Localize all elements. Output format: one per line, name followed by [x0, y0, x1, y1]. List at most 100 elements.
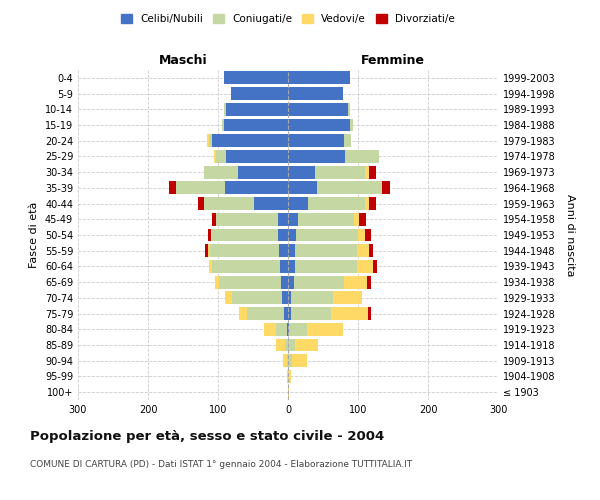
- Y-axis label: Anni di nascita: Anni di nascita: [565, 194, 575, 276]
- Bar: [368, 166, 376, 178]
- Bar: [210, 244, 279, 257]
- Bar: [209, 134, 212, 147]
- Bar: [287, 370, 288, 383]
- Bar: [276, 323, 287, 336]
- Bar: [247, 307, 284, 320]
- Bar: [226, 150, 288, 163]
- Bar: [169, 182, 176, 194]
- Bar: [344, 134, 351, 147]
- Bar: [347, 103, 350, 116]
- Bar: [307, 323, 343, 336]
- Bar: [288, 72, 350, 85]
- Bar: [224, 118, 288, 132]
- Bar: [209, 260, 212, 273]
- Bar: [239, 307, 247, 320]
- Bar: [232, 292, 283, 304]
- Text: Popolazione per età, sesso e stato civile - 2004: Popolazione per età, sesso e stato civil…: [30, 430, 384, 443]
- Bar: [288, 182, 317, 194]
- Bar: [288, 134, 344, 147]
- Bar: [373, 260, 377, 273]
- Bar: [368, 307, 371, 320]
- Bar: [220, 276, 281, 288]
- Bar: [382, 182, 390, 194]
- Bar: [283, 292, 288, 304]
- Bar: [288, 213, 298, 226]
- Bar: [207, 134, 209, 147]
- Bar: [288, 354, 292, 367]
- Bar: [295, 244, 356, 257]
- Bar: [205, 244, 208, 257]
- Bar: [288, 87, 343, 100]
- Bar: [288, 244, 295, 257]
- Bar: [346, 150, 379, 163]
- Bar: [216, 150, 226, 163]
- Bar: [204, 166, 238, 178]
- Bar: [212, 260, 280, 273]
- Bar: [314, 166, 365, 178]
- Bar: [215, 150, 216, 163]
- Bar: [211, 228, 212, 241]
- Bar: [291, 292, 333, 304]
- Bar: [289, 323, 307, 336]
- Bar: [238, 166, 288, 178]
- Bar: [288, 103, 347, 116]
- Bar: [225, 182, 288, 194]
- Bar: [230, 87, 288, 100]
- Bar: [277, 213, 288, 226]
- Bar: [224, 72, 288, 85]
- Bar: [226, 103, 288, 116]
- Bar: [208, 228, 211, 241]
- Bar: [204, 197, 254, 210]
- Bar: [358, 228, 365, 241]
- Bar: [295, 338, 318, 351]
- Bar: [212, 213, 216, 226]
- Bar: [296, 228, 358, 241]
- Bar: [288, 323, 289, 336]
- Text: Maschi: Maschi: [158, 54, 208, 67]
- Text: COMUNE DI CARTURA (PD) - Dati ISTAT 1° gennaio 2004 - Elaborazione TUTTITALIA.IT: COMUNE DI CARTURA (PD) - Dati ISTAT 1° g…: [30, 460, 412, 469]
- Bar: [263, 323, 276, 336]
- Bar: [212, 228, 278, 241]
- Bar: [221, 118, 224, 132]
- Bar: [287, 323, 288, 336]
- Bar: [224, 103, 226, 116]
- Bar: [288, 166, 314, 178]
- Bar: [365, 228, 371, 241]
- Bar: [293, 276, 344, 288]
- Bar: [176, 182, 225, 194]
- Bar: [288, 228, 296, 241]
- Bar: [369, 244, 373, 257]
- Bar: [225, 292, 232, 304]
- Bar: [288, 260, 295, 273]
- Bar: [295, 260, 356, 273]
- Bar: [281, 276, 288, 288]
- Bar: [288, 197, 308, 210]
- Bar: [288, 276, 293, 288]
- Bar: [333, 292, 362, 304]
- Bar: [276, 338, 284, 351]
- Bar: [254, 197, 288, 210]
- Bar: [291, 307, 331, 320]
- Bar: [354, 213, 359, 226]
- Bar: [215, 276, 220, 288]
- Bar: [288, 118, 350, 132]
- Bar: [359, 213, 367, 226]
- Bar: [199, 197, 204, 210]
- Bar: [279, 244, 288, 257]
- Bar: [288, 150, 346, 163]
- Text: Femmine: Femmine: [361, 54, 425, 67]
- Legend: Celibi/Nubili, Coniugati/e, Vedovi/e, Divorziati/e: Celibi/Nubili, Coniugati/e, Vedovi/e, Di…: [117, 10, 459, 29]
- Bar: [308, 197, 365, 210]
- Bar: [331, 307, 368, 320]
- Y-axis label: Fasce di età: Fasce di età: [29, 202, 39, 268]
- Bar: [367, 276, 371, 288]
- Bar: [298, 213, 354, 226]
- Bar: [365, 166, 368, 178]
- Bar: [284, 338, 288, 351]
- Bar: [288, 370, 291, 383]
- Bar: [287, 354, 288, 367]
- Bar: [288, 292, 291, 304]
- Bar: [292, 354, 307, 367]
- Bar: [288, 307, 291, 320]
- Bar: [284, 307, 288, 320]
